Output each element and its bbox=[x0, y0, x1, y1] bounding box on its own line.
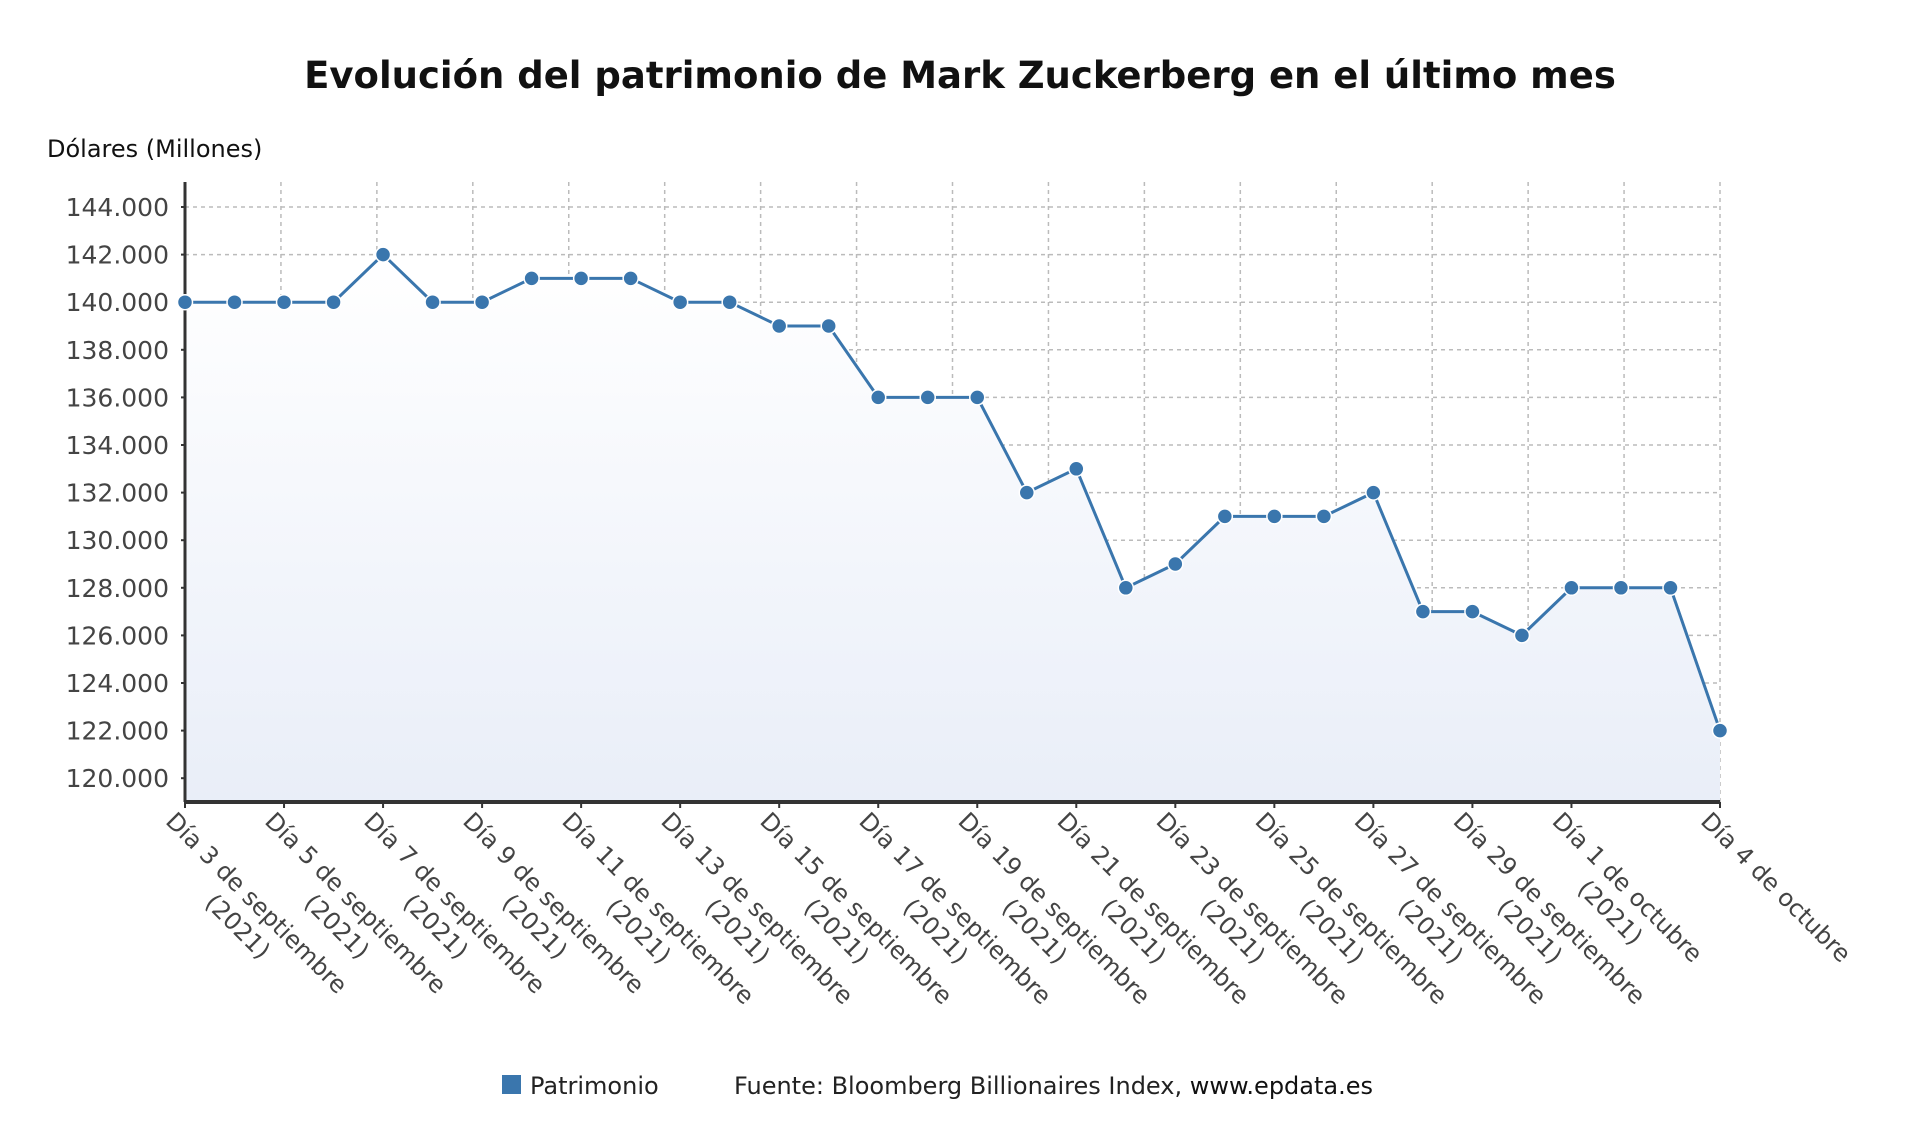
data-point bbox=[473, 293, 491, 311]
data-point bbox=[1563, 579, 1580, 597]
chart-title: Evolución del patrimonio de Mark Zuckerb… bbox=[304, 54, 1616, 97]
x-tick-label-line1: Día 4 de octubre bbox=[1695, 807, 1856, 968]
series-area bbox=[185, 254, 1720, 803]
data-point bbox=[919, 389, 936, 406]
data-point bbox=[622, 270, 639, 287]
legend: Patrimonio Fuente: Bloomberg Billionaire… bbox=[502, 1072, 1373, 1100]
x-tick-label: Día 4 de octubre bbox=[1695, 807, 1856, 968]
y-tick-label: 134.000 bbox=[66, 431, 169, 460]
data-point bbox=[572, 270, 590, 287]
y-tick-label: 122.000 bbox=[66, 717, 169, 746]
y-tick-label: 140.000 bbox=[66, 288, 169, 317]
data-point bbox=[770, 317, 788, 335]
series-points bbox=[176, 246, 1729, 739]
y-tick-label: 130.000 bbox=[66, 526, 169, 555]
data-point bbox=[1068, 460, 1085, 478]
y-tick-label: 144.000 bbox=[66, 193, 169, 222]
x-axis: Día 3 de septiembre(2021)Día 5 de septie… bbox=[160, 800, 1856, 1010]
series-line-patrimonio bbox=[185, 252, 1722, 732]
data-point bbox=[1018, 484, 1036, 501]
data-point bbox=[1167, 555, 1184, 573]
data-point bbox=[523, 270, 540, 287]
source-site: www.epdata.es bbox=[1190, 1072, 1373, 1100]
data-point bbox=[820, 317, 837, 335]
source-text: Fuente: Bloomberg Billionaires Index, ww… bbox=[734, 1072, 1373, 1100]
data-point bbox=[1266, 508, 1283, 525]
data-point bbox=[325, 293, 342, 311]
y-tick-label: 138.000 bbox=[66, 336, 169, 365]
y-tick-label: 126.000 bbox=[66, 621, 169, 650]
data-point bbox=[1612, 579, 1630, 597]
y-tick-label: 142.000 bbox=[66, 241, 169, 270]
legend-swatch bbox=[502, 1075, 521, 1094]
y-tick-label: 136.000 bbox=[66, 383, 169, 412]
data-point bbox=[969, 389, 986, 406]
data-point bbox=[1117, 579, 1135, 597]
data-point bbox=[1315, 508, 1333, 525]
data-point bbox=[1513, 627, 1531, 644]
source-label: Fuente: Bloomberg Billionaires Index, bbox=[734, 1072, 1190, 1100]
data-point bbox=[374, 246, 392, 263]
data-point bbox=[1365, 484, 1382, 501]
y-tick-label: 128.000 bbox=[66, 574, 169, 603]
data-point bbox=[671, 293, 689, 311]
data-point bbox=[1711, 722, 1729, 739]
data-point bbox=[176, 293, 194, 311]
legend-label: Patrimonio bbox=[530, 1072, 659, 1100]
y-axis-label: Dólares (Millones) bbox=[47, 135, 262, 163]
data-point bbox=[1464, 603, 1481, 620]
y-axis: 120.000 122.000 124.000 126.000 128.000 130.0… bbox=[66, 182, 187, 802]
data-point bbox=[1216, 508, 1234, 525]
data-point bbox=[721, 293, 738, 311]
y-tick-label: 120.000 bbox=[66, 764, 169, 793]
data-point bbox=[226, 293, 243, 311]
y-tick-label: 124.000 bbox=[66, 669, 169, 698]
data-point bbox=[424, 293, 441, 311]
data-point bbox=[1662, 579, 1679, 597]
data-point bbox=[1414, 603, 1432, 620]
data-point bbox=[869, 389, 887, 406]
y-tick-label: 132.000 bbox=[66, 479, 169, 508]
data-point bbox=[275, 293, 293, 311]
